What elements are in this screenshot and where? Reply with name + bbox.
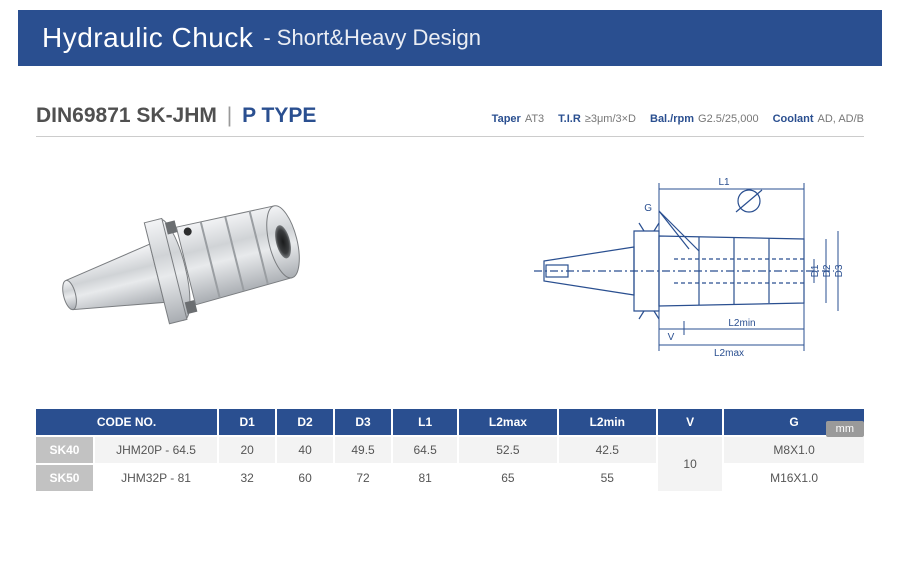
cell-g: M16X1.0	[723, 464, 864, 491]
th-l2min: L2min	[558, 409, 657, 436]
table-row: SK40 JHM20P - 64.5 20 40 49.5 64.5 52.5 …	[36, 436, 864, 464]
th-d3: D3	[334, 409, 392, 436]
row-sk: SK50	[36, 464, 94, 491]
cell: 49.5	[334, 436, 392, 464]
spec-list: TaperAT3 T.I.R≥3μm/3×D Bal./rpmG2.5/25,0…	[492, 113, 864, 125]
cell: 81	[392, 464, 458, 491]
figure-row: L1 G V L2min L2max D1 D2 D3	[36, 151, 864, 381]
product-photo	[36, 171, 336, 361]
title-banner: Hydraulic Chuck - Short&Heavy Design	[18, 10, 882, 66]
dim-label-v: V	[668, 332, 675, 343]
th-v: V	[657, 409, 723, 436]
unit-badge: mm	[826, 421, 864, 437]
th-d1: D1	[218, 409, 276, 436]
cell: 65	[458, 464, 557, 491]
cell: 32	[218, 464, 276, 491]
th-d2: D2	[276, 409, 334, 436]
model-type: P TYPE	[242, 104, 316, 127]
cell: 42.5	[558, 436, 657, 464]
cell: 40	[276, 436, 334, 464]
spec-tir: T.I.R≥3μm/3×D	[558, 113, 636, 125]
row-code: JHM20P - 64.5	[94, 436, 218, 464]
model-number: DIN69871 SK-JHM	[36, 104, 217, 127]
cell: 20	[218, 436, 276, 464]
th-l2max: L2max	[458, 409, 557, 436]
cell: 55	[558, 464, 657, 491]
row-code: JHM32P - 81	[94, 464, 218, 491]
dim-label-d3: D3	[834, 264, 845, 277]
row-sk: SK40	[36, 436, 94, 464]
dim-label-l2max: L2max	[714, 348, 744, 359]
cell: 72	[334, 464, 392, 491]
spec-taper: TaperAT3	[492, 113, 545, 125]
spec-coolant: CoolantAD, AD/B	[773, 113, 864, 125]
spec-balance: Bal./rpmG2.5/25,000	[650, 113, 759, 125]
dim-label-d2: D2	[822, 264, 833, 277]
dim-label-l1: L1	[718, 177, 730, 188]
dim-label-l2min: L2min	[728, 318, 755, 329]
model-heading: DIN69871 SK-JHM | P TYPE	[36, 104, 316, 128]
dim-label-g: G	[644, 203, 652, 214]
title-main: Hydraulic Chuck	[42, 22, 253, 54]
table-header-row: CODE NO. D1 D2 D3 L1 L2max L2min V G	[36, 409, 864, 436]
table-row: SK50 JHM32P - 81 32 60 72 81 65 55 M16X1…	[36, 464, 864, 491]
cell: 52.5	[458, 436, 557, 464]
subheader: DIN69871 SK-JHM | P TYPE TaperAT3 T.I.R≥…	[36, 104, 864, 137]
cell: 64.5	[392, 436, 458, 464]
spec-table: CODE NO. D1 D2 D3 L1 L2max L2min V G SK4…	[36, 409, 864, 491]
cell-v-merged: 10	[657, 436, 723, 491]
th-code: CODE NO.	[36, 409, 218, 436]
cell-g: M8X1.0	[723, 436, 864, 464]
dim-label-d1: D1	[810, 264, 821, 277]
title-sub: - Short&Heavy Design	[263, 25, 481, 51]
technical-diagram: L1 G V L2min L2max D1 D2 D3	[524, 171, 864, 361]
model-divider: |	[227, 104, 232, 127]
cell: 60	[276, 464, 334, 491]
th-l1: L1	[392, 409, 458, 436]
